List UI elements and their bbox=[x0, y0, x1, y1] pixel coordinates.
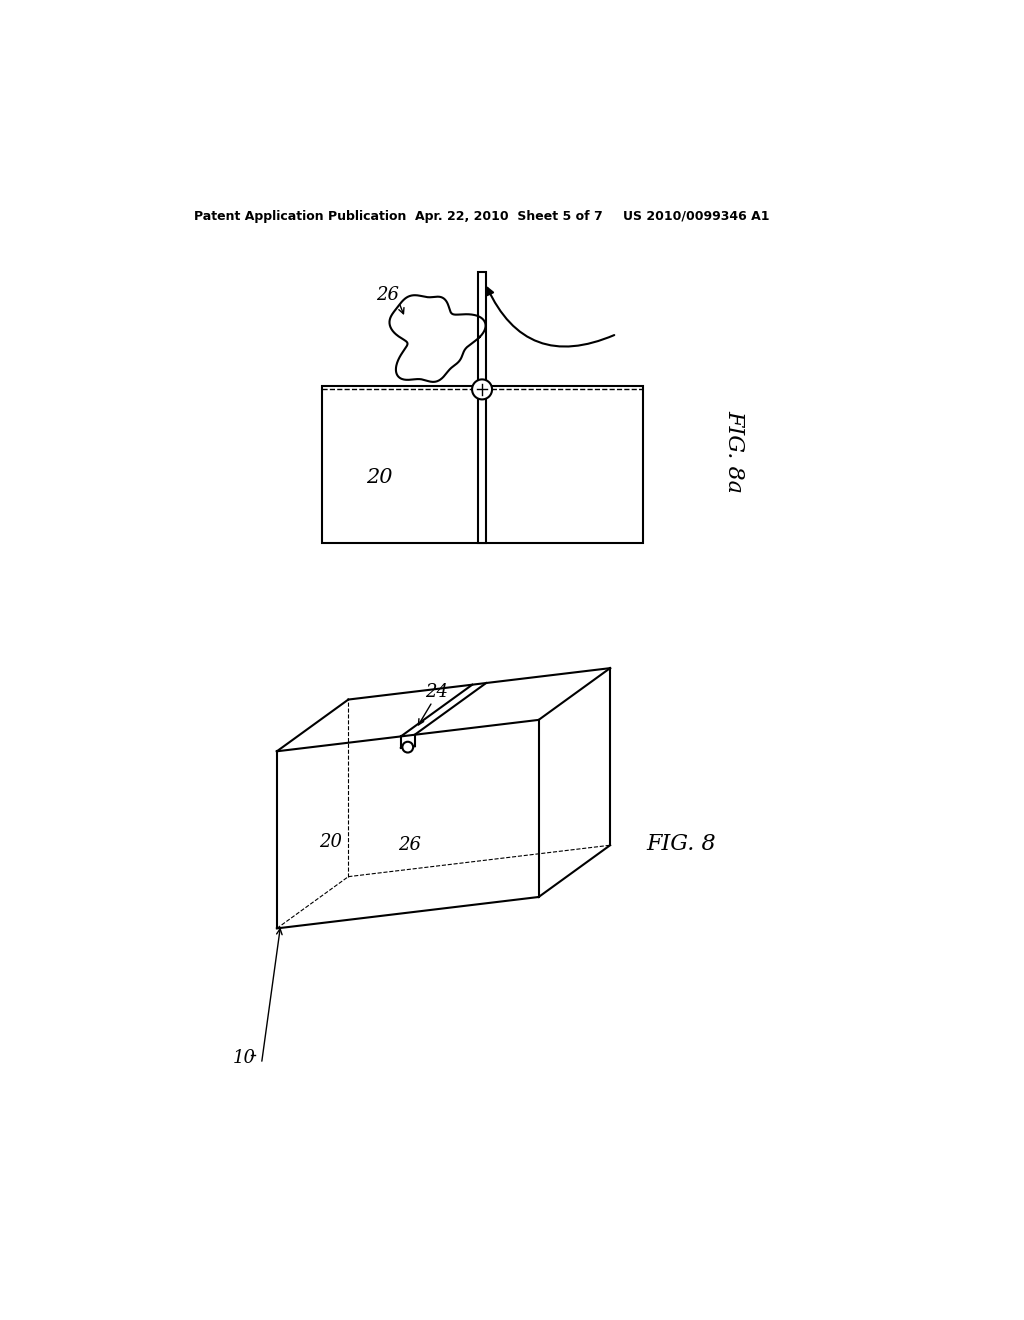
Text: US 2010/0099346 A1: US 2010/0099346 A1 bbox=[624, 210, 770, 223]
Text: 26: 26 bbox=[376, 285, 399, 304]
Bar bbox=[322, 385, 643, 544]
Text: 10: 10 bbox=[233, 1049, 256, 1067]
Text: 20: 20 bbox=[366, 469, 392, 487]
Bar bbox=[478, 272, 486, 544]
Text: Patent Application Publication: Patent Application Publication bbox=[194, 210, 407, 223]
Text: 24: 24 bbox=[425, 684, 447, 701]
Text: 20: 20 bbox=[319, 833, 342, 851]
Text: Apr. 22, 2010  Sheet 5 of 7: Apr. 22, 2010 Sheet 5 of 7 bbox=[416, 210, 603, 223]
Text: FIG. 8a: FIG. 8a bbox=[724, 409, 745, 492]
Text: 26: 26 bbox=[397, 837, 421, 854]
Circle shape bbox=[402, 742, 413, 752]
Text: FIG. 8: FIG. 8 bbox=[646, 833, 716, 855]
Circle shape bbox=[472, 379, 493, 400]
